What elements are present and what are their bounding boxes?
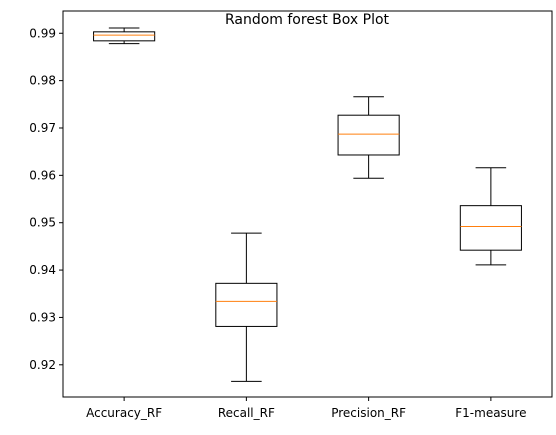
y-tick-label: 0.96	[29, 168, 56, 182]
y-tick-label: 0.95	[29, 216, 56, 230]
plot-area: 0.92 0.93 0.94 0.95 0.96 0.97 0.98 0.99 Accuracy…	[29, 26, 526, 420]
box-precision-rf	[337, 96, 400, 179]
iqr-box	[215, 282, 278, 327]
iqr-box	[93, 31, 156, 42]
box-f1-measure	[459, 167, 522, 266]
x-tick-label: Precision_RF	[331, 406, 406, 420]
y-tick-label: 0.94	[29, 263, 56, 277]
y-tick-label: 0.98	[29, 74, 56, 88]
box-recall-rf	[215, 232, 278, 382]
x-tick-label: Recall_RF	[218, 406, 275, 420]
y-tick-label: 0.99	[29, 26, 56, 40]
y-tick-label: 0.97	[29, 121, 56, 135]
y-tick-label: 0.92	[29, 358, 56, 372]
x-tick-label: Accuracy_RF	[86, 406, 162, 420]
iqr-box	[459, 205, 522, 251]
x-tick-label: F1-measure	[455, 406, 526, 420]
iqr-box	[337, 114, 400, 156]
plot-frame	[62, 10, 553, 398]
y-tick-label: 0.93	[29, 310, 56, 324]
chart-title: Random forest Box Plot	[225, 12, 390, 28]
box-accuracy-rf	[93, 27, 156, 45]
